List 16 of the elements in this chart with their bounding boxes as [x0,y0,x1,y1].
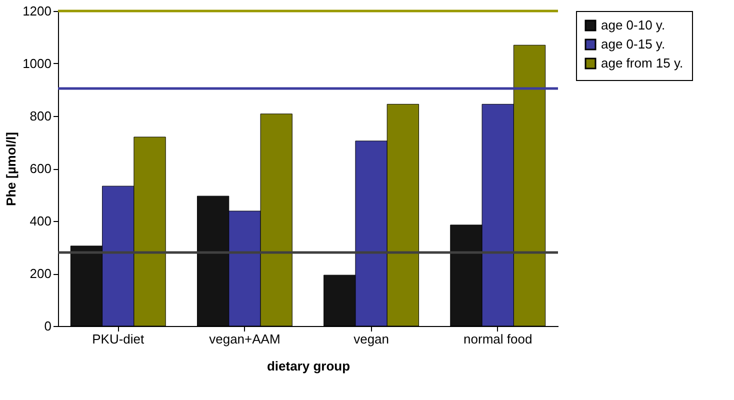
x-tick-label: vegan+AAM [209,332,280,346]
y-tick-label: 1000 [22,56,52,71]
legend-label: age from 15 y. [601,56,684,70]
y-tick-label: 400 [30,214,52,228]
y-tick-label: 800 [30,108,52,124]
y-tick-label: 0 [44,318,52,334]
y-tick-label: 1200 [22,4,52,18]
legend-label: age 0-10 y. [601,18,666,32]
y-tick-label: 600 [30,161,52,176]
x-tick-label: PKU-diet [92,332,145,346]
x-tick-label: vegan [354,332,389,346]
y-tick-label: 200 [30,266,52,281]
x-axis-title: dietary group [266,358,350,374]
y-axis-title: Phe [µmol/l] [4,132,19,206]
legend-label: age 0-15 y. [601,36,666,52]
x-tick-label: normal food [464,332,532,346]
